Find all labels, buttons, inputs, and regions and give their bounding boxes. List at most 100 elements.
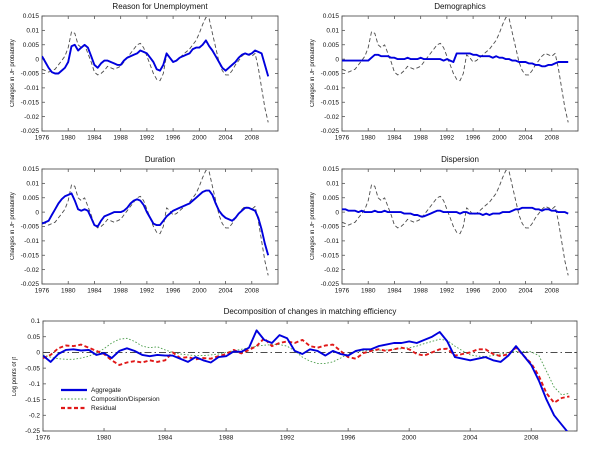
panel-decomposition: 1976 1980 1984 1988 1992 1996 2000 2004 2008 0.1 0… [25, 318, 578, 442]
y-tick-label: -0.02 [24, 267, 39, 274]
y-tick-label: -0.1 [29, 381, 41, 388]
y-tick-label: -0.025 [21, 281, 40, 288]
y-tick-label: -0.005 [21, 224, 40, 231]
y-tick-label: -0.15 [25, 397, 40, 404]
y-tick-label: -0.005 [21, 71, 40, 78]
panel-title-dispersion: Dispersion [441, 155, 479, 164]
y-tick-label: -0.25 [25, 428, 40, 435]
y-tick-label: -0.015 [21, 99, 40, 106]
y-tick-label: 0.05 [27, 334, 40, 341]
y-tick-label: 0.01 [26, 181, 39, 188]
y-tick-label: 0.01 [26, 28, 39, 35]
x-tick-label: 1996 [466, 135, 481, 142]
y-tick-label: -0.025 [321, 281, 340, 288]
y-tick-label: 0 [335, 209, 339, 216]
y-tick-label: -0.025 [321, 128, 340, 135]
duration-series-duration-component [42, 189, 270, 256]
x-tick-label: 1984 [87, 135, 102, 142]
x-tick-label: 2008 [245, 288, 260, 295]
demographics-series-demographics-component [342, 52, 569, 68]
x-tick-label: 2004 [518, 135, 533, 142]
legend: Aggregate Composition/Dispersion Residual [61, 387, 160, 412]
x-tick-label: 2000 [492, 135, 507, 142]
x-tick-label: 2008 [545, 135, 560, 142]
x-tick-label: 2000 [192, 135, 207, 142]
y-tick-label: -0.015 [21, 252, 40, 259]
dispersion-series-aggregate-reference [342, 169, 569, 276]
y-tick-label: 0.01 [326, 181, 339, 188]
y-tick-label: -0.05 [25, 365, 40, 372]
x-tick-label: 1988 [413, 288, 428, 295]
decomposition-series-aggregate [43, 329, 569, 431]
y-tick-label: 0.015 [323, 166, 340, 173]
y-tick-label: -0.015 [321, 99, 340, 106]
y-tick-label: -0.2 [29, 412, 41, 419]
y-tick-label: -0.01 [324, 238, 339, 245]
panel-title-duration: Duration [144, 155, 176, 164]
legend-label-2: Residual [91, 405, 117, 412]
x-tick-label: 1992 [280, 435, 295, 442]
duration-series-aggregate-reference [42, 169, 269, 276]
x-tick-label: 2004 [218, 288, 233, 295]
y-tick-label: -0.01 [24, 85, 39, 92]
x-tick-label: 1992 [440, 135, 455, 142]
y-tick-label: -0.02 [324, 114, 339, 121]
x-tick-label: 1988 [113, 288, 128, 295]
y-tick-label: 0.1 [31, 318, 40, 325]
x-tick-label: 1980 [61, 135, 76, 142]
panel-reason: 1976 1980 1984 1988 1992 1996 2000 2004 2008 0.01… [21, 13, 279, 142]
reason-series-aggregate-reference [42, 16, 269, 123]
axes-box-reason [41, 15, 279, 132]
x-tick-label: 1988 [219, 435, 234, 442]
x-tick-label: 2004 [518, 288, 533, 295]
y-tick-label: 0 [335, 56, 339, 63]
axes-box-decomposition [42, 320, 578, 432]
y-tick-label: 0.015 [23, 13, 40, 20]
y-tick-label: 0.015 [23, 166, 40, 173]
x-tick-label: 1996 [166, 288, 181, 295]
panel-title-decomposition: Decomposition of changes in matching eff… [223, 307, 397, 316]
y-tick-label: 0.015 [323, 13, 340, 20]
x-tick-label: 1980 [97, 435, 112, 442]
legend-label-1: Composition/Dispersion [91, 396, 160, 403]
y-tick-label: -0.01 [324, 85, 339, 92]
x-tick-label: 1992 [440, 288, 455, 295]
x-tick-label: 1984 [87, 288, 102, 295]
x-tick-label: 2004 [463, 435, 478, 442]
x-tick-label: 1976 [335, 288, 350, 295]
x-tick-label: 2000 [492, 288, 507, 295]
x-tick-label: 1992 [140, 135, 155, 142]
panel-demographics: 1976 1980 1984 1988 1992 1996 2000 2004 2008 0.01… [321, 13, 579, 142]
x-tick-label: 1980 [61, 288, 76, 295]
y-tick-label: 0.005 [23, 42, 40, 49]
x-tick-label: 2004 [218, 135, 233, 142]
y-tick-label: -0.01 [24, 238, 39, 245]
x-tick-label: 1976 [335, 135, 350, 142]
y-tick-label: -0.005 [321, 224, 340, 231]
y-tick-label: -0.02 [324, 267, 339, 274]
y-tick-label: -0.025 [21, 128, 40, 135]
decomposition-series-composition-dispersion [43, 337, 570, 396]
x-tick-label: 1980 [361, 135, 376, 142]
y-tick-label: 0.005 [323, 195, 340, 202]
reason-series-reason-component [42, 39, 270, 77]
axes-box-demographics [341, 15, 579, 132]
x-tick-label: 2008 [545, 288, 560, 295]
axes-box-dispersion [341, 168, 579, 285]
x-tick-label: 2008 [245, 135, 260, 142]
y-tick-label: 0.005 [323, 42, 340, 49]
x-tick-label: 1988 [413, 135, 428, 142]
axes-box-duration [41, 168, 279, 285]
y-tick-label: 0 [35, 56, 39, 63]
x-tick-label: 1996 [341, 435, 356, 442]
x-tick-label: 1980 [361, 288, 376, 295]
x-tick-label: 1996 [166, 135, 181, 142]
x-tick-label: 1976 [35, 135, 50, 142]
x-tick-label: 1988 [113, 135, 128, 142]
y-tick-label: 0 [35, 209, 39, 216]
y-tick-label: 0 [36, 350, 40, 357]
x-tick-label: 1984 [387, 288, 402, 295]
panel-title-reason: Reason for Unemployment [112, 2, 208, 11]
